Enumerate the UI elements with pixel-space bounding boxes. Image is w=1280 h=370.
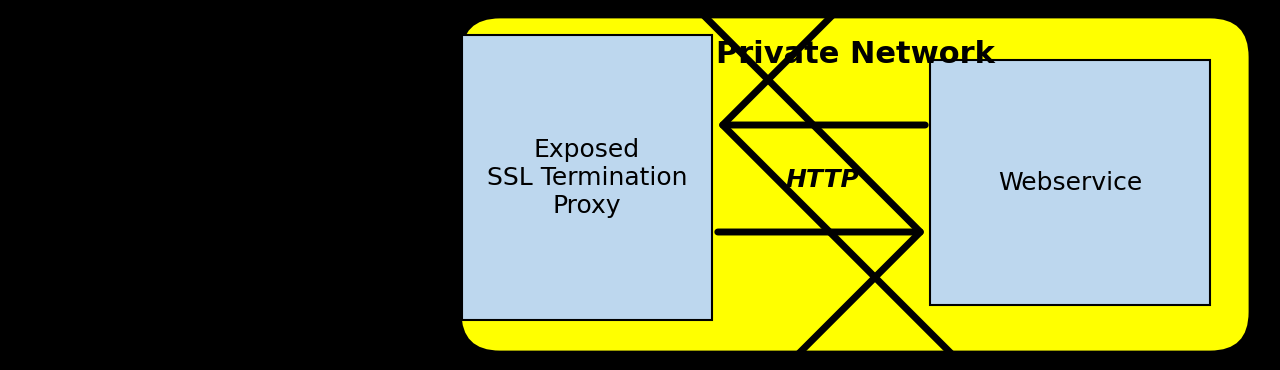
Text: HTTP: HTTP bbox=[785, 168, 859, 192]
FancyBboxPatch shape bbox=[460, 17, 1251, 352]
Text: Exposed
SSL Termination
Proxy: Exposed SSL Termination Proxy bbox=[486, 138, 687, 218]
Text: Webservice: Webservice bbox=[998, 171, 1142, 195]
FancyBboxPatch shape bbox=[462, 35, 712, 320]
FancyBboxPatch shape bbox=[931, 60, 1210, 305]
Text: Private Network: Private Network bbox=[716, 40, 995, 69]
